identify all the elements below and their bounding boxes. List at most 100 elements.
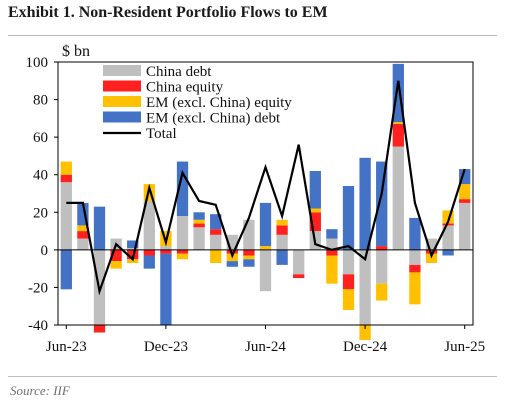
bar-em-excl-china-debt-2024-07 [276,249,288,265]
legend-label-china-equity: China equity [146,80,224,96]
source-divider [8,376,497,377]
bar-em-excl-china-equity-2024-07 [276,219,288,226]
bar-china-equity-2025-01 [376,246,388,250]
bar-china-equity-2024-05 [243,249,255,256]
bar-china-debt-2024-11 [342,249,355,275]
bar-em-excl-china-equity-2025-06 [459,184,471,200]
bar-em-excl-china-equity-2024-01 [176,253,189,260]
bar-china-debt-2024-10 [326,238,338,250]
bar-china-debt-2023-11 [143,201,155,250]
bar-em-excl-china-equity-2024-03 [210,249,222,264]
bar-em-excl-china-equity-2024-09 [309,208,321,213]
y-tick-label: 20 [33,205,48,221]
bar-china-debt-2025-05 [442,225,454,250]
y-axis: -40 -20 0 20 40 60 80 100 [26,55,58,334]
bar-em-excl-china-debt-2025-01 [376,161,388,247]
bar-china-debt-2024-04 [226,234,238,250]
bar-china-equity-2024-03 [210,229,222,235]
bar-em-excl-china-debt-2023-12 [160,253,172,325]
bar-em-excl-china-debt-2024-04 [226,261,238,267]
y-tick-label: 0 [41,243,49,259]
bar-china-debt-2025-01 [376,249,388,284]
legend-swatch-em-excl-china-equity [103,96,141,107]
bar-china-debt-2025-04 [425,238,438,250]
bar-china-equity-2023-12 [160,249,172,254]
bar-em-excl-china-equity-2024-06 [259,246,272,250]
bar-china-debt-2024-01 [176,216,189,250]
bar-china-equity-2024-10 [326,249,338,256]
bar-em-excl-china-equity-2023-09 [110,261,122,269]
x-tick-label: Jun-25 [444,339,485,355]
bar-china-equity-2023-11 [143,249,155,256]
source-note: Source: IIF [10,383,70,398]
bar-em-excl-china-equity-2024-02 [193,219,205,224]
bar-china-equity-2024-04 [226,249,238,254]
bar-em-excl-china-equity-2023-07 [77,225,89,232]
bar-china-equity-2024-01 [176,249,189,254]
chart-title: Exhibit 1. Non-Resident Portfolio Flows … [8,4,328,21]
y-tick-label: 40 [33,168,48,184]
bar-china-equity-2024-02 [193,223,205,228]
bar-china-debt-2023-07 [77,238,89,250]
bar-em-excl-china-equity-2025-03 [409,272,421,305]
bar-china-debt-2025-02 [392,146,404,250]
bar-em-excl-china-equity-2025-04 [425,253,438,263]
bar-em-excl-china-equity-2024-05 [243,255,255,260]
y-axis-label: $ bn [62,43,90,60]
bar-em-excl-china-debt-2023-08 [93,206,106,250]
bar-china-debt-2025-06 [459,202,471,250]
y-tick-label: 60 [33,130,48,146]
legend-swatch-em-excl-china-debt [103,111,141,123]
bar-china-debt-2024-02 [193,227,205,250]
bar-em-excl-china-debt-2024-06 [259,202,272,247]
bar-em-excl-china-equity-2025-02 [392,122,404,124]
bar-em-excl-china-debt-2024-05 [243,259,255,267]
legend-swatch-china-debt [103,65,141,76]
bar-china-debt-2024-05 [243,219,255,250]
bar-em-excl-china-debt-2025-02 [392,63,404,123]
bar-china-debt-2023-06 [60,182,72,250]
bar-em-excl-china-debt-2023-10 [127,240,139,248]
bar-china-equity-2023-08 [93,325,106,333]
legend-label-em-excl-china-debt: EM (excl. China) debt [146,111,281,127]
bar-em-excl-china-debt-2025-03 [409,217,421,250]
bar-china-debt-2023-10 [127,247,139,250]
x-axis: Jun-23 Dec-23 Jun-24 Dec-24 Jun-25 [46,325,485,355]
bar-em-excl-china-debt-2025-06 [459,169,471,185]
bar-em-excl-china-equity-2024-10 [326,255,338,284]
bar-china-equity-2025-03 [409,264,421,273]
bar-em-excl-china-debt-2024-10 [326,229,338,239]
legend-label-china-debt: China debt [146,64,212,80]
bar-em-excl-china-debt-2025-05 [442,249,454,256]
bar-em-excl-china-debt-2024-03 [210,214,222,230]
bar-em-excl-china-debt-2024-02 [193,212,205,220]
bar-china-equity-2023-06 [60,174,72,183]
bar-china-equity-2025-02 [392,123,404,147]
bar-em-excl-china-equity-2024-12 [359,325,371,341]
bar-em-excl-china-debt-2023-11 [143,255,155,269]
x-tick-label: Jun-23 [46,339,87,355]
bar-em-excl-china-debt-2024-12 [359,157,371,250]
y-tick-label: 80 [33,93,48,109]
bar-china-debt-2025-03 [409,249,421,265]
bar-china-equity-2025-06 [459,199,471,203]
legend-label-total: Total [146,126,177,142]
bar-em-excl-china-equity-2025-01 [376,283,388,301]
bars-layer [60,63,471,341]
bar-china-debt-2024-08 [293,249,305,275]
bar-em-excl-china-equity-2025-05 [442,210,454,224]
legend-label-em-excl-china-equity: EM (excl. China) equity [146,95,292,111]
y-tick-label: -40 [28,318,48,334]
bar-china-debt-2023-12 [160,246,172,250]
bar-china-equity-2025-05 [442,223,454,226]
bar-china-debt-2024-06 [259,249,272,292]
bar-china-debt-2024-12 [359,249,371,325]
bar-china-equity-2024-07 [276,225,288,235]
bar-em-excl-china-debt-2024-01 [176,161,189,217]
x-tick-label: Dec-24 [343,339,388,355]
bar-china-equity-2023-09 [110,249,122,262]
bar-china-equity-2024-08 [293,274,305,279]
bar-china-debt-2024-03 [210,234,222,250]
